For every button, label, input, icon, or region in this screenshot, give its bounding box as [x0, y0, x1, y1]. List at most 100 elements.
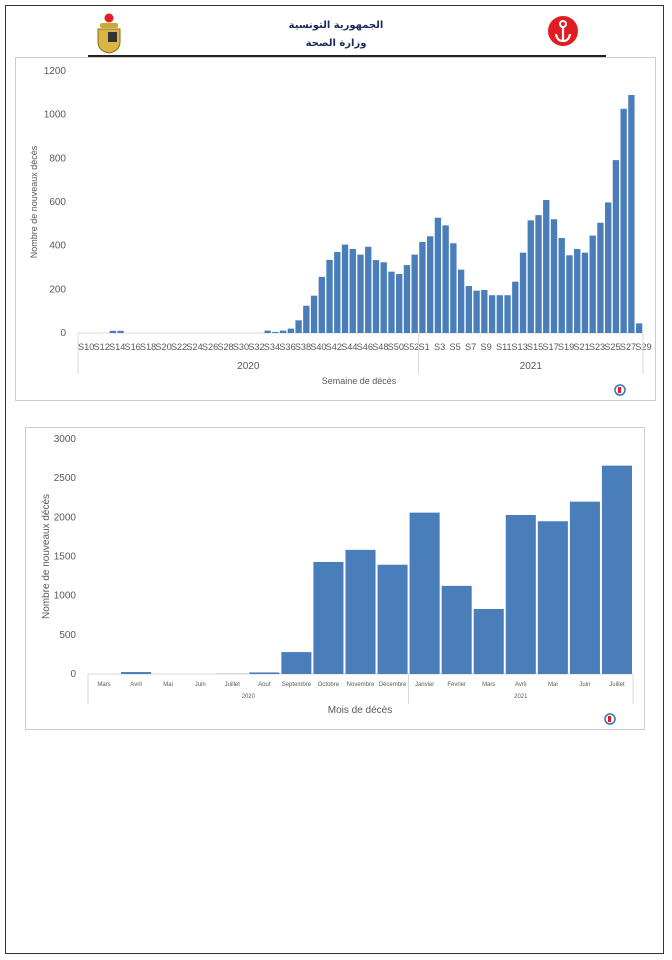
bar — [388, 271, 395, 333]
y-tick-label: 800 — [49, 153, 66, 164]
x-tick-label: S5 — [450, 342, 461, 352]
header-ministry-title: وزارة الصحة — [305, 38, 367, 49]
x-axis-label: Mois de décès — [328, 705, 392, 716]
x-tick-label: Juillet — [225, 682, 241, 688]
bar — [409, 512, 440, 674]
x-tick-label: Octobre — [318, 682, 340, 688]
header-divider — [88, 55, 606, 57]
bar — [426, 236, 434, 333]
x-tick-label: S19 — [558, 342, 574, 352]
bar — [535, 215, 542, 333]
x-tick-label: Juillet — [609, 682, 625, 688]
institute-logo-mark — [618, 387, 621, 393]
monthly-deaths-chart: 0 500 1000 1500 2000 2500 3000 Nombre de nouvea… — [41, 434, 634, 725]
x-tick-label: S27 — [620, 342, 636, 352]
y-tick-label: 1500 — [54, 552, 77, 563]
x-tick-label: S36 — [279, 342, 295, 352]
x-tick-label: S9 — [480, 342, 491, 352]
bar — [488, 295, 496, 333]
x-tick-label: Septembre — [282, 682, 312, 688]
bar — [441, 585, 472, 674]
bar — [372, 260, 380, 333]
bar — [281, 652, 312, 674]
bar — [519, 252, 527, 333]
x-tick-label: Mai — [548, 682, 558, 688]
y-tick-label: 3000 — [54, 434, 77, 445]
year-label: 2020 — [242, 694, 256, 700]
bar — [396, 274, 403, 333]
y-tick-label: 2500 — [54, 473, 77, 484]
bar — [403, 265, 411, 333]
x-tick-label: Juin — [579, 682, 590, 688]
document-page — [5, 5, 664, 954]
y-axis-label: Nombre de nouveaux décès — [29, 145, 39, 258]
bar — [628, 95, 635, 333]
bar — [313, 561, 344, 674]
bar — [117, 330, 124, 333]
bar — [601, 465, 632, 674]
x-tick-label: Avril — [515, 682, 527, 688]
bar — [357, 254, 364, 333]
x-tick-label: S12 — [93, 342, 109, 352]
ministry-of-health-logo — [548, 16, 578, 46]
bar — [569, 501, 600, 674]
institute-logo-icon — [604, 713, 616, 725]
x-tick-label: S46 — [357, 342, 373, 352]
y-tick-label: 500 — [59, 630, 76, 641]
bar — [365, 246, 372, 333]
x-tick-label: Novembre — [347, 682, 375, 688]
x-tick-label: S17 — [542, 342, 558, 352]
bar — [473, 608, 504, 674]
institute-logo-icon — [614, 384, 626, 396]
bar — [380, 262, 387, 333]
institute-logo-mark — [608, 716, 611, 722]
weekly-deaths-chart: 0 200 400 600 800 1000 1200 Nombre de nouveaux … — [29, 66, 652, 396]
x-tick-label: S11 — [496, 342, 512, 352]
bar — [295, 320, 302, 333]
y-tick-label: 200 — [49, 284, 66, 295]
y-tick-label: 400 — [49, 241, 66, 252]
x-tick-label: Février — [447, 682, 466, 688]
x-tick-label: S52 — [403, 342, 419, 352]
x-tick-label: S3 — [434, 342, 445, 352]
bar — [504, 295, 511, 333]
bar — [465, 286, 473, 333]
bar — [349, 248, 356, 333]
weekly-deaths-chart-panel: 0 200 400 600 800 1000 1200 Nombre de nouveaux … — [15, 57, 656, 401]
x-tick-label: Mai — [163, 682, 173, 688]
x-tick-label: S18 — [140, 342, 156, 352]
x-tick-label: S14 — [109, 342, 125, 352]
bar — [345, 549, 376, 674]
x-tick-label: S24 — [186, 342, 202, 352]
bar — [473, 290, 480, 333]
bar — [605, 202, 612, 333]
bar — [442, 225, 449, 333]
x-tick-label: Juin — [195, 682, 206, 688]
x-tick-label: S15 — [527, 342, 543, 352]
x-tick-label: S1 — [419, 342, 430, 352]
bar — [558, 238, 565, 333]
bar — [303, 305, 310, 333]
bar — [318, 276, 325, 333]
tunisia-coat-of-arms-logo — [97, 13, 121, 54]
bar — [620, 108, 627, 333]
bar — [450, 243, 457, 333]
x-tick-label: S28 — [217, 342, 233, 352]
bar — [334, 251, 341, 333]
x-tick-label: S7 — [465, 342, 476, 352]
bar — [512, 281, 519, 333]
bar — [249, 672, 280, 674]
x-tick-label: S10 — [78, 342, 94, 352]
bar — [310, 295, 318, 333]
y-tick-label: 1200 — [44, 66, 67, 77]
bar — [574, 248, 581, 333]
x-tick-label: S50 — [388, 342, 404, 352]
x-tick-label: S30 — [233, 342, 249, 352]
bar — [635, 323, 643, 333]
y-tick-label: 2000 — [54, 512, 77, 523]
bar — [377, 564, 408, 674]
monthly-deaths-chart-panel: 0 500 1000 1500 2000 2500 3000 Nombre de nouvea… — [25, 427, 645, 730]
x-tick-label: Aout — [258, 682, 271, 688]
y-tick-label: 0 — [70, 669, 76, 680]
x-tick-label: S44 — [341, 342, 357, 352]
